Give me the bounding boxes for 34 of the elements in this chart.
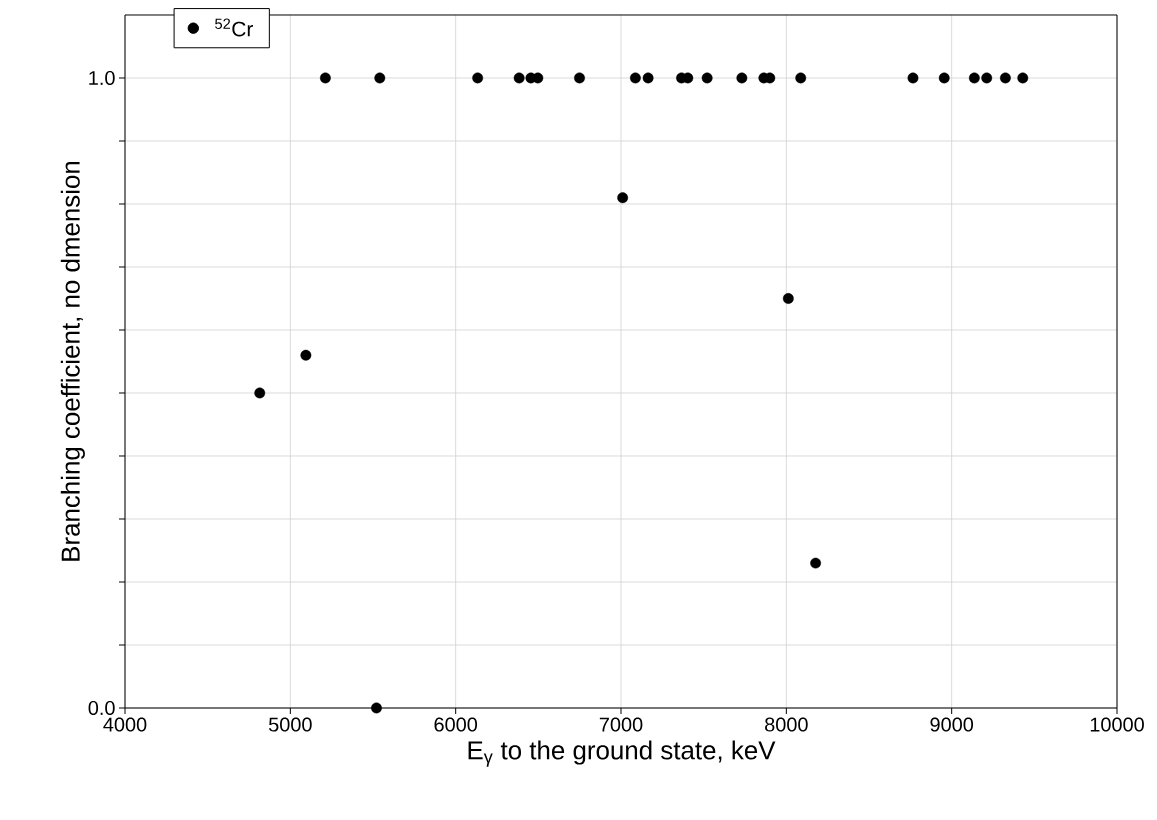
point: [513, 72, 525, 84]
x-axis-title: E$_{γ}$ to the ground state, keV: [468, 740, 776, 767]
point: [795, 72, 807, 84]
point: [574, 72, 585, 84]
point: [938, 72, 950, 84]
x-tick-label: 10000: [1090, 717, 1144, 732]
point: [617, 192, 629, 204]
point: [374, 72, 386, 84]
y-axis-title: Branching coefficient, no dmension: [60, 161, 85, 561]
point: [1000, 72, 1011, 84]
x-tick-label: 5000: [268, 717, 312, 732]
point: [736, 72, 748, 84]
x-tick-label: 8000: [765, 717, 808, 732]
point: [254, 387, 266, 399]
point: [319, 72, 331, 84]
x-tick-label: 7000: [599, 717, 643, 732]
point: [642, 72, 654, 84]
x-tick-label: 6000: [434, 717, 478, 732]
point: [981, 72, 993, 84]
point: [701, 72, 713, 84]
point: [1017, 72, 1029, 84]
point: [371, 702, 382, 714]
y-tick-label: 1.0: [89, 70, 115, 86]
point: [782, 293, 794, 304]
point: [629, 72, 641, 84]
legend-label: $^{52}$Cr: [215, 18, 254, 37]
point: [907, 72, 919, 84]
y-tick-label: 0.0: [88, 700, 115, 716]
point: [300, 349, 312, 361]
point: [968, 72, 980, 84]
x-tick-label: 4000: [103, 717, 147, 732]
x-tick-label: 9000: [930, 717, 974, 732]
point: [810, 557, 821, 569]
point: [472, 72, 484, 84]
